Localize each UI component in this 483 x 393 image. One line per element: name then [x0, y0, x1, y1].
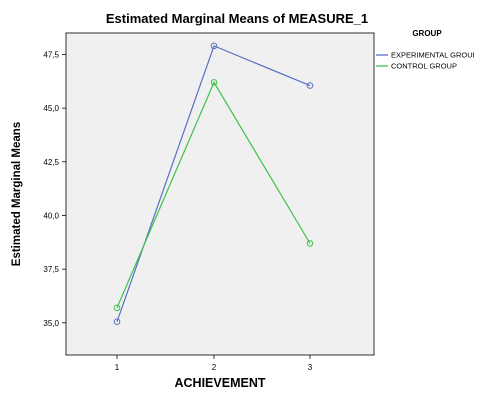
data-point-experimental — [210, 42, 218, 50]
data-point-experimental — [306, 82, 314, 89]
data-point-experimental — [113, 318, 121, 326]
data-point-control — [113, 304, 121, 312]
y-tick-label: 35,0 — [43, 319, 59, 328]
y-axis-label: Estimated Marginal Means — [11, 122, 23, 266]
x-tick-label: 3 — [308, 363, 313, 372]
legend: EXPERIMENTAL GROUI CONTROL GROUP — [376, 51, 475, 71]
x-tick-label: 2 — [212, 363, 217, 372]
legend-label-experimental: EXPERIMENTAL GROUI — [391, 51, 475, 60]
y-tick-label: 45,0 — [43, 104, 59, 113]
y-tick-label: 47,5 — [43, 50, 59, 59]
x-axis: 1 2 3 — [115, 355, 313, 372]
y-tick-label: 40,0 — [43, 211, 59, 220]
plot-area — [65, 32, 375, 356]
series-layer — [113, 42, 314, 326]
y-tick-label: 42,5 — [43, 158, 59, 167]
series-line-experimental — [116, 45, 311, 322]
data-point-control — [210, 79, 218, 86]
y-axis: 35,0 37,5 40,0 42,5 45,0 47,5 — [43, 50, 66, 328]
series-line-control — [116, 81, 311, 309]
y-tick-label: 37,5 — [43, 265, 59, 274]
data-point-control — [306, 240, 314, 247]
x-tick-label: 1 — [115, 363, 120, 372]
legend-title: GROUP — [412, 29, 442, 38]
chart-title: Estimated Marginal Means of MEASURE_1 — [106, 11, 368, 26]
legend-label-control: CONTROL GROUP — [391, 62, 457, 71]
x-axis-label: ACHIEVEMENT — [175, 376, 266, 390]
